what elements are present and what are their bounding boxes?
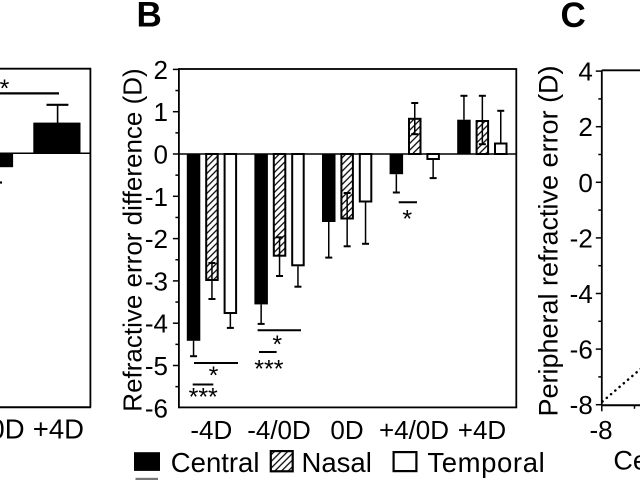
svg-text:-3: -3 [145,266,168,296]
svg-text:-6: -6 [145,393,168,423]
svg-text:2: 2 [578,112,592,142]
svg-text:-4/0D: -4/0D [247,415,311,445]
svg-text:-5: -5 [145,351,168,381]
svg-text:0D: 0D [330,415,363,445]
svg-text:***: *** [189,384,218,412]
svg-text:-2: -2 [570,223,593,253]
svg-text:Peripheral refractive error (D: Peripheral refractive error (D) [534,65,564,416]
svg-text:4: 4 [578,57,592,87]
svg-text:-2: -2 [145,224,168,254]
svg-text:1: 1 [154,97,168,127]
svg-text:Cen: Cen [613,446,640,476]
svg-text:*: * [272,331,282,359]
svg-text:+4/0D: +4/0D [379,415,449,445]
svg-text:+4D: +4D [33,414,84,445]
svg-text:C: C [561,0,586,35]
svg-text:B: B [137,0,162,35]
svg-text:Central: Central [171,447,260,478]
svg-text:-8: -8 [570,390,593,420]
svg-text:2: 2 [154,55,168,85]
svg-text:-4D: -4D [190,415,232,445]
svg-text:0D: 0D [0,414,25,445]
svg-text:-4: -4 [570,279,593,309]
svg-text:+4D: +4D [458,415,506,445]
svg-text:Temporal: Temporal [427,447,545,478]
svg-text:*: * [0,75,10,103]
svg-text:-6: -6 [570,335,593,365]
svg-text:*: * [402,205,412,233]
svg-text:-4: -4 [145,309,168,339]
svg-text:*: * [209,362,219,390]
svg-text:-8: -8 [589,415,612,445]
svg-text:***: *** [254,356,283,384]
svg-text:Nasal: Nasal [302,447,372,478]
svg-text:0: 0 [154,140,168,170]
svg-text:-1: -1 [145,182,168,212]
svg-text:0: 0 [578,168,592,198]
svg-text:Refractive error difference (D: Refractive error difference (D) [118,68,148,411]
